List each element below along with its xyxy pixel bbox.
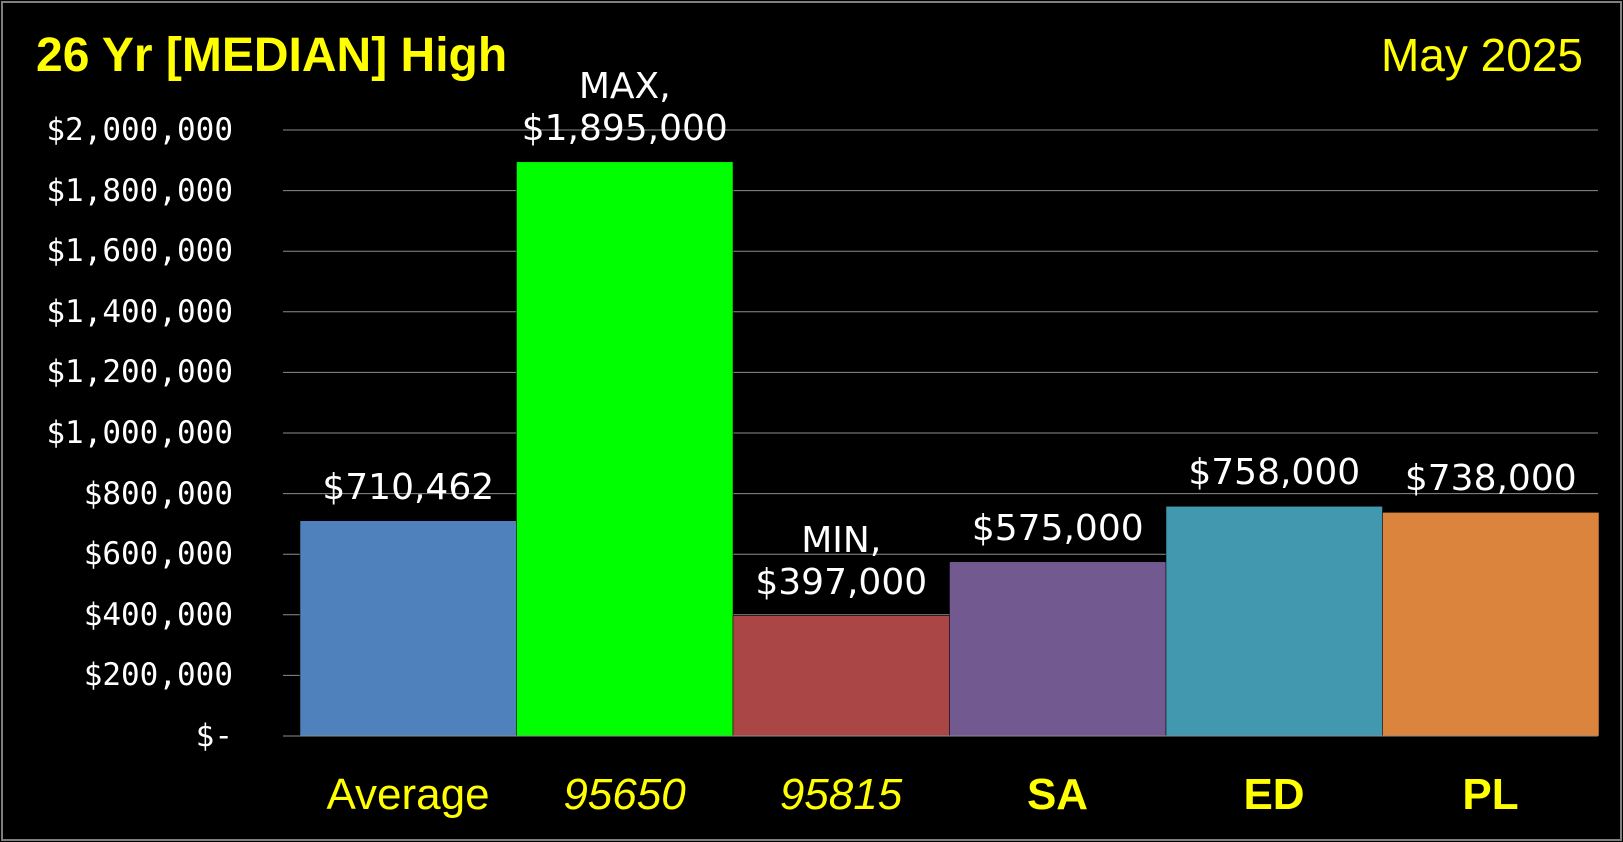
bar-ed [1165,506,1383,737]
bar-95650 [516,161,734,737]
chart-title: 26 Yr [MEDIAN] High [36,29,508,82]
y-tick-label: $400,000 [83,596,233,633]
data-label: $575,000 [938,508,1178,550]
chart-date: May 2025 [1380,29,1583,81]
x-category-label: SA [1026,770,1089,819]
y-tick-label: $1,200,000 [46,354,233,391]
bar-average [299,520,517,737]
data-label-line: $397,000 [755,561,928,603]
y-tick-label: $1,400,000 [46,293,233,330]
data-label: $758,000 [1154,452,1394,494]
data-label-line: $758,000 [1188,452,1361,494]
bar-95815 [732,615,950,737]
data-label: $738,000 [1371,458,1611,500]
bar-pl [1382,512,1600,737]
x-category-label: 95650 [563,770,686,819]
y-tick-label: $- [195,718,233,754]
y-tick-label: $600,000 [83,536,233,573]
y-tick-label: $800,000 [83,475,233,512]
x-category-label: 95815 [779,770,903,819]
y-tick-label: $200,000 [83,657,233,694]
y-tick-label: $1,800,000 [46,172,233,209]
x-category-label: ED [1243,770,1305,819]
data-label-line: $575,000 [971,507,1144,549]
data-label-line: $710,462 [322,466,495,508]
data-label: MAX, $1,895,000 [505,66,745,150]
data-label-line: $1,895,000 [521,107,728,149]
y-tick-label: $1,600,000 [46,233,233,270]
y-tick-label: $2,000,000 [46,112,233,148]
data-label-line: MAX, [578,65,671,107]
x-category-label: Average [326,770,490,819]
data-label-line: MIN, [801,519,882,561]
data-label: $710,462 [288,467,528,509]
y-tick-label: $1,000,000 [46,415,233,451]
data-label: MIN, $397,000 [721,520,961,604]
data-label-line: $738,000 [1404,458,1577,500]
bar-sa [949,561,1167,737]
x-category-label: PL [1462,770,1519,819]
